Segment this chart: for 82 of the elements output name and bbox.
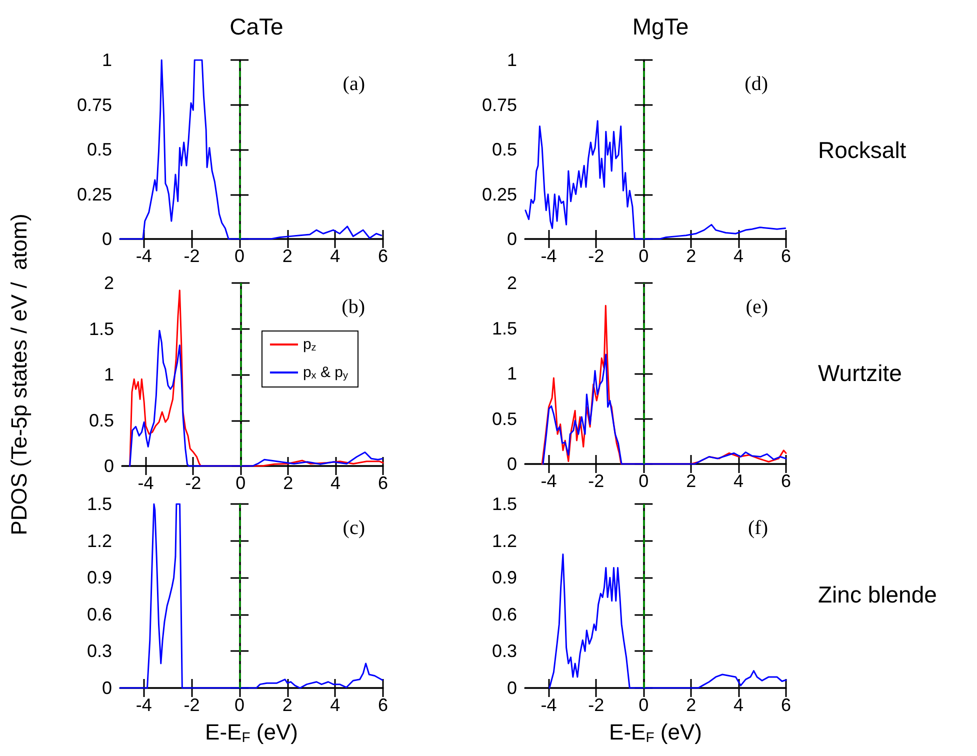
y-tick-label: 0.9: [492, 568, 517, 588]
y-tick-label: 1.5: [88, 318, 114, 339]
x-tick-label: 6: [378, 246, 388, 266]
x-tick-label: 4: [734, 246, 744, 266]
x-tick-label: -2: [588, 246, 604, 266]
y-tick-label: 1.2: [492, 530, 517, 551]
x-tick-label: 4: [330, 246, 340, 266]
x-axis-title: E-EF (eV): [205, 720, 298, 745]
y-tick-label: 0.5: [492, 408, 517, 429]
text: Zinc blende: [818, 582, 937, 608]
y-tick-label: 0.3: [492, 641, 517, 662]
x-tick-label: 0: [638, 471, 649, 491]
annotation: (e): [746, 296, 768, 318]
y-tick-label: 0.75: [76, 94, 112, 115]
y-tick-label: 2: [104, 273, 114, 293]
y-axis-title: PDOS (Te-5p states / eV / atom): [6, 214, 32, 536]
y-tick-label: 0: [104, 456, 114, 476]
y-tick-label: 0.6: [492, 604, 517, 624]
x-tick-label: -2: [588, 695, 604, 715]
x-tick-label: -2: [184, 246, 200, 266]
y-tick-label: 1: [104, 364, 114, 384]
y-tick-label: 1.2: [86, 530, 112, 551]
x-tick-label: -4: [540, 471, 557, 491]
y-tick-label: 0.3: [86, 641, 112, 662]
x-tick-label: 4: [330, 695, 340, 715]
x-tick-label: 6: [780, 471, 792, 491]
x-tick-label: 4: [734, 695, 744, 715]
y-tick-label: 1.5: [492, 318, 517, 338]
x-tick-label: 0: [236, 473, 246, 493]
x-tick-label: -2: [184, 695, 200, 715]
x-tick-label: 6: [780, 695, 792, 715]
x-tick-label: -4: [136, 695, 152, 715]
chart-title: CaTe: [230, 14, 284, 40]
annotation: (f): [748, 517, 768, 539]
x-tick-label: -4: [540, 246, 557, 266]
x-tick-label: -2: [185, 473, 202, 493]
x-tick-label: 2: [283, 473, 294, 493]
y-tick-label: 1: [102, 50, 112, 70]
y-tick-label: 0: [506, 678, 517, 698]
x-tick-label: -4: [138, 473, 154, 493]
chart-title: MgTe: [632, 14, 689, 40]
annotation: (a): [342, 73, 366, 95]
y-tick-label: 0.6: [86, 604, 112, 624]
x-tick-label: 4: [734, 471, 744, 491]
y-tick-label: 1: [506, 364, 517, 384]
text: Wurtzite: [818, 360, 902, 386]
x-tick-label: 2: [282, 246, 292, 266]
y-tick-label: 0: [102, 678, 112, 698]
x-axis-title: E-EF (eV): [609, 720, 702, 745]
y-tick-label: 0.25: [482, 184, 517, 204]
x-tick-label: -4: [540, 695, 557, 715]
x-tick-label: -2: [588, 471, 604, 491]
annotation: (d): [744, 73, 768, 95]
y-tick-label: 0.5: [492, 140, 517, 160]
y-tick-label: 0: [102, 229, 112, 249]
x-tick-label: 0: [638, 246, 649, 266]
annotation: (c): [342, 517, 366, 539]
text: Rocksalt: [818, 137, 907, 163]
x-tick-label: -4: [136, 246, 152, 266]
y-tick-label: 0.5: [88, 410, 114, 430]
x-tick-label: 6: [780, 246, 792, 266]
x-tick-label: 2: [686, 695, 696, 715]
y-tick-label: 0.25: [76, 184, 112, 204]
y-tick-label: 0.5: [86, 140, 112, 160]
x-tick-label: 4: [330, 473, 341, 493]
x-tick-label: 0: [638, 695, 649, 715]
y-tick-label: 1.5: [492, 494, 517, 514]
x-tick-label: 2: [686, 246, 696, 266]
x-tick-label: 2: [686, 471, 696, 491]
y-tick-label: 1.5: [86, 494, 112, 514]
y-tick-label: 0.9: [86, 568, 112, 588]
y-tick-label: 0: [506, 229, 517, 249]
y-tick-label: 1: [506, 50, 517, 70]
x-tick-label: 0: [234, 695, 245, 715]
x-tick-label: 0: [234, 246, 245, 266]
annotation: (b): [342, 296, 366, 318]
y-tick-label: 0.75: [482, 94, 517, 115]
y-tick-label: 2: [506, 273, 517, 293]
x-tick-label: 6: [378, 473, 388, 493]
y-tick-label: 0: [506, 454, 517, 474]
x-tick-label: 6: [378, 695, 388, 715]
x-tick-label: 2: [282, 695, 292, 715]
